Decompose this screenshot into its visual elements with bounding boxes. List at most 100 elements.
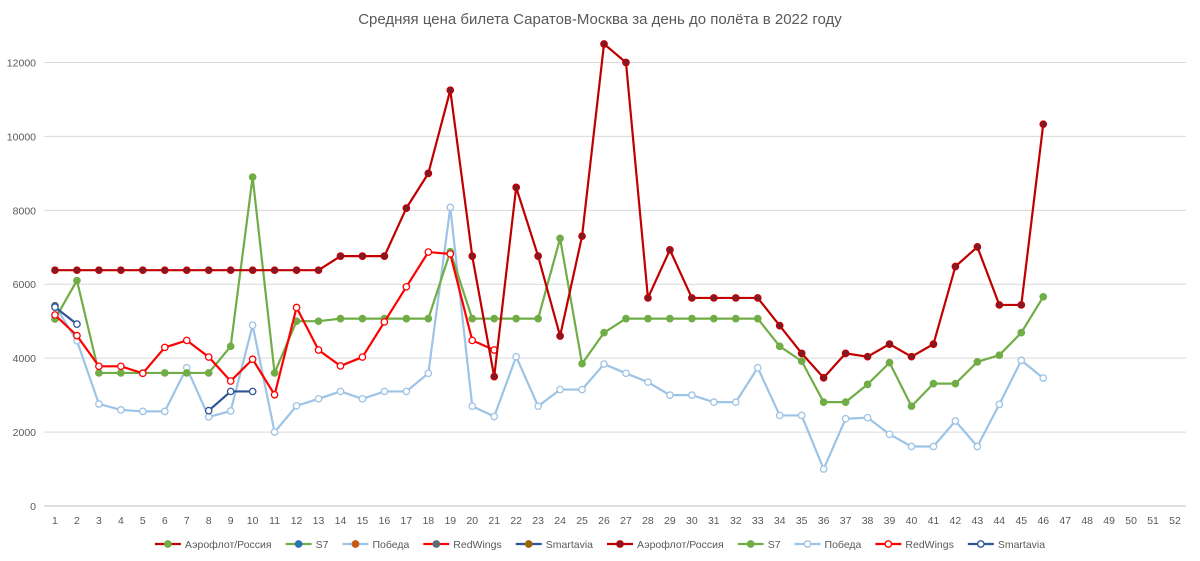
x-tick-label: 13 bbox=[313, 515, 325, 527]
data-point-s7 bbox=[863, 380, 872, 389]
data-point-pobeda bbox=[138, 407, 147, 416]
series-line-pobeda bbox=[54, 206, 1044, 471]
legend-item: RedWings bbox=[875, 539, 954, 551]
legend-item: Аэрофлот/Россия bbox=[154, 539, 272, 551]
data-point-s7 bbox=[73, 276, 81, 285]
data-point-pobeda bbox=[688, 391, 696, 399]
data-point-s7 bbox=[709, 314, 718, 323]
legend-swatch-marker bbox=[164, 540, 172, 548]
x-tick-label: 33 bbox=[752, 515, 764, 527]
y-tick-label: 8000 bbox=[13, 205, 37, 217]
data-point-s7 bbox=[314, 317, 323, 326]
x-tick-label: 27 bbox=[620, 515, 632, 527]
data-point-aeroflot bbox=[644, 294, 652, 302]
data-point-s7 bbox=[402, 314, 411, 323]
data-point-pobeda bbox=[600, 360, 608, 368]
series-redwings bbox=[51, 248, 499, 399]
legend: Аэрофлот/Россия S7 Победа RedWings Smartavia… bbox=[154, 539, 1045, 551]
data-point-s7 bbox=[270, 369, 279, 377]
data-point-s7 bbox=[336, 314, 345, 323]
data-point-redwings bbox=[402, 282, 411, 291]
data-point-aeroflot bbox=[863, 352, 872, 361]
data-point-smartavia bbox=[226, 387, 235, 396]
data-point-aeroflot bbox=[73, 266, 81, 275]
data-point-aeroflot bbox=[424, 169, 433, 178]
data-point-s7 bbox=[512, 314, 521, 323]
data-point-pobeda bbox=[226, 407, 235, 415]
data-point-s7 bbox=[117, 369, 125, 377]
legend-swatch-marker bbox=[616, 540, 624, 548]
data-point-pobeda bbox=[117, 406, 125, 414]
x-tick-label: 25 bbox=[576, 515, 588, 527]
data-point-pobeda bbox=[204, 413, 213, 421]
data-point-pobeda bbox=[666, 391, 674, 399]
data-point-s7 bbox=[841, 398, 850, 406]
data-point-pobeda bbox=[907, 442, 916, 451]
data-point-pobeda bbox=[1017, 356, 1026, 365]
data-point-pobeda bbox=[446, 203, 455, 212]
data-point-pobeda bbox=[95, 400, 103, 408]
chart-title: Средняя цена билета Саратов-Москва за де… bbox=[358, 11, 842, 28]
x-tick-label: 17 bbox=[401, 515, 413, 527]
data-point-redwings bbox=[248, 355, 257, 364]
x-tick-label: 10 bbox=[247, 515, 259, 527]
data-point-aeroflot bbox=[1039, 120, 1048, 129]
data-point-s7 bbox=[204, 369, 213, 377]
data-point-pobeda bbox=[731, 398, 740, 406]
x-tick-label: 44 bbox=[993, 515, 1005, 527]
data-point-pobeda bbox=[270, 428, 279, 436]
data-point-aeroflot bbox=[797, 349, 806, 358]
x-tick-label: 5 bbox=[140, 515, 146, 527]
data-point-pobeda bbox=[709, 398, 718, 406]
data-point-s7 bbox=[1039, 292, 1048, 301]
data-point-aeroflot bbox=[973, 243, 982, 251]
series-pobeda bbox=[51, 203, 1048, 473]
data-point-smartavia bbox=[73, 320, 81, 329]
data-point-s7 bbox=[490, 314, 499, 323]
x-tick-label: 45 bbox=[1015, 515, 1027, 527]
data-point-s7 bbox=[995, 351, 1004, 360]
series-aeroflot bbox=[51, 40, 1048, 382]
data-point-pobeda bbox=[863, 413, 872, 422]
x-tick-label: 47 bbox=[1059, 515, 1071, 527]
data-point-aeroflot bbox=[709, 294, 718, 302]
data-point-aeroflot bbox=[753, 294, 762, 302]
data-point-redwings bbox=[446, 250, 455, 258]
data-point-aeroflot bbox=[226, 266, 235, 275]
data-point-pobeda bbox=[556, 385, 564, 394]
data-point-pobeda bbox=[644, 378, 652, 387]
data-point-pobeda bbox=[160, 407, 169, 416]
data-point-pobeda bbox=[622, 369, 630, 378]
data-point-s7 bbox=[182, 369, 191, 377]
data-point-aeroflot bbox=[248, 266, 257, 275]
legend-swatch-marker bbox=[351, 540, 360, 548]
x-tick-label: 4 bbox=[118, 515, 124, 527]
data-point-s7 bbox=[644, 314, 652, 323]
data-point-aeroflot bbox=[490, 372, 499, 381]
data-point-redwings bbox=[314, 346, 323, 354]
legend-item: RedWings bbox=[423, 539, 502, 551]
series-lines bbox=[51, 40, 1048, 473]
data-point-aeroflot bbox=[204, 266, 213, 275]
data-point-redwings bbox=[380, 318, 389, 326]
data-point-s7 bbox=[666, 314, 674, 323]
data-point-aeroflot bbox=[775, 321, 784, 330]
y-tick-label: 6000 bbox=[13, 279, 37, 291]
data-point-pobeda bbox=[468, 402, 477, 411]
data-point-aeroflot bbox=[292, 266, 301, 275]
legend-label: S7 bbox=[768, 539, 781, 551]
x-tick-label: 36 bbox=[818, 515, 830, 527]
legend-item: Smartavia bbox=[967, 539, 1045, 551]
x-tick-label: 52 bbox=[1169, 515, 1181, 527]
data-point-redwings bbox=[468, 336, 477, 345]
legend-swatch-marker bbox=[432, 540, 441, 548]
data-point-redwings bbox=[358, 353, 367, 361]
x-tick-label: 8 bbox=[206, 515, 212, 527]
data-point-s7 bbox=[468, 314, 477, 323]
data-point-aeroflot bbox=[380, 252, 389, 261]
data-point-s7 bbox=[797, 357, 806, 365]
data-point-aeroflot bbox=[929, 340, 938, 348]
data-point-pobeda bbox=[314, 394, 323, 403]
legend-item: Победа bbox=[794, 539, 862, 551]
data-point-pobeda bbox=[534, 402, 542, 411]
